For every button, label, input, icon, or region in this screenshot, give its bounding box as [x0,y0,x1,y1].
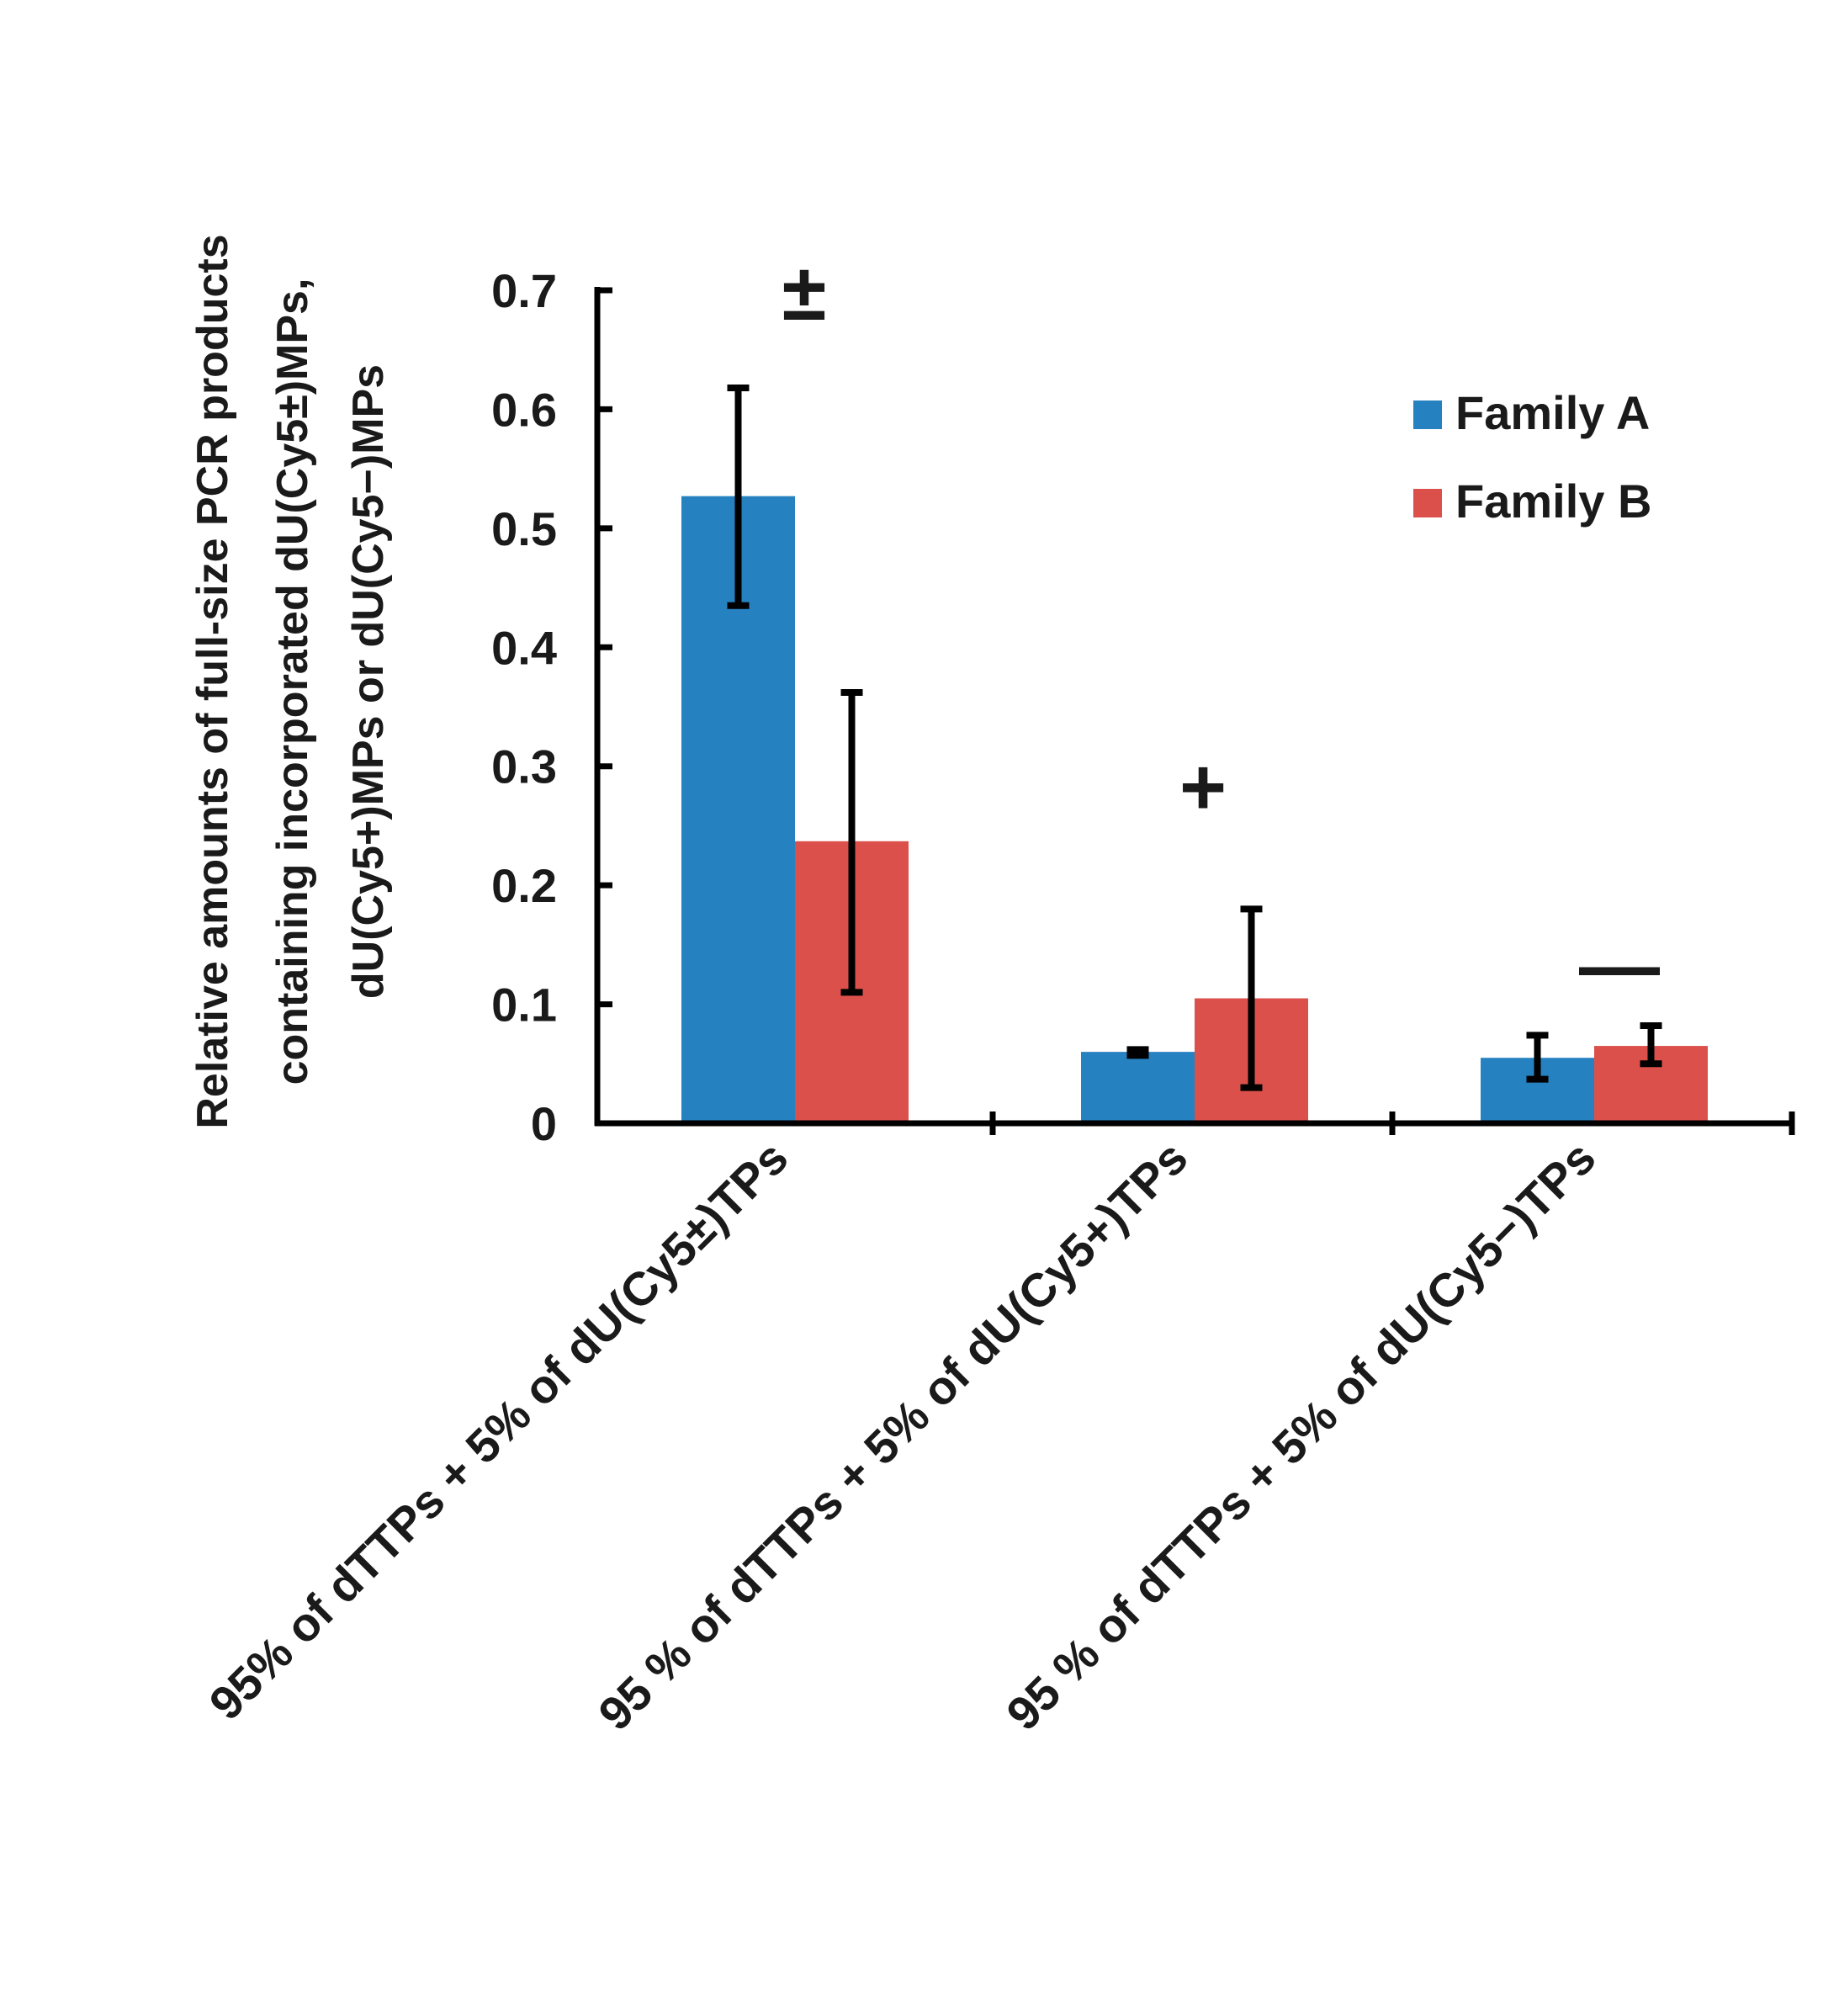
y-tick-label: 0.4 [491,621,557,674]
error-bars-layer [727,384,1662,1091]
annotation-1: ± [782,247,827,337]
error-bar-family-b-3 [1640,1022,1662,1068]
y-axis-title-line-3: dU(Cy5+)MPs or dU(Cy5−)MPs [344,364,393,999]
error-bar-family-a-3 [1526,1032,1549,1083]
legend-swatch-family-a [1413,401,1442,429]
legend-swatch-family-b [1413,489,1442,517]
legend-label-family-a: Family A [1455,386,1650,439]
axes-layer [594,287,1795,1135]
y-axis-title: Relative amounts of full-size PCR produc… [188,234,393,1128]
error-bar-family-b-1 [840,689,863,996]
y-axis-title-line-1: Relative amounts of full-size PCR produc… [188,234,237,1128]
error-bar-family-a-1 [727,384,750,609]
error-bar-family-a-2 [1126,1046,1149,1059]
y-tick-label: 0.1 [491,979,557,1032]
y-axis-title-line-2: containing incorporated dU(Cy5±)MPs, [268,279,317,1085]
bar-family-a-2 [1081,1052,1195,1123]
annotations-layer: ± + — [782,247,1660,1011]
y-axis-ticks: 0 0.1 0.2 0.3 0.4 0.5 0.6 0.7 [491,264,612,1150]
annotation-2: + [1179,742,1227,832]
legend-label-family-b: Family B [1455,475,1651,528]
annotation-3: — [1579,920,1660,1011]
y-tick-label: 0 [531,1097,557,1150]
y-tick-label: 0.2 [491,859,557,912]
y-tick-label: 0.6 [491,383,557,436]
y-tick-label: 0.5 [491,502,557,555]
legend: Family A Family B [1413,386,1651,528]
y-tick-label: 0.3 [491,740,557,793]
y-tick-label: 0.7 [491,264,557,317]
error-bar-family-b-2 [1240,905,1263,1091]
